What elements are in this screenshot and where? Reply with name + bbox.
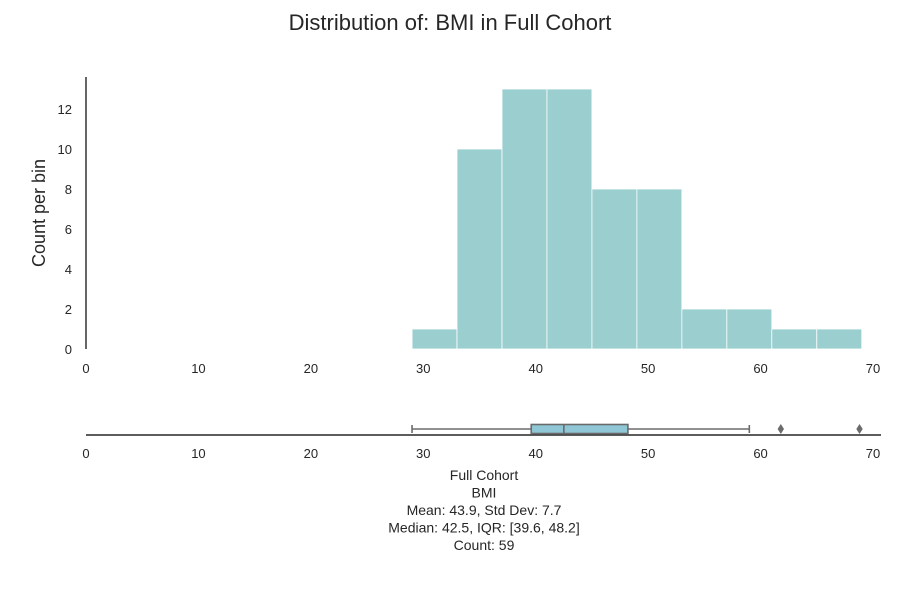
- histogram-bar: [591, 188, 638, 350]
- boxplot-outlier: [777, 424, 785, 434]
- histogram-bars: [411, 88, 863, 350]
- boxplot-box: [530, 423, 629, 435]
- x-tick-label: 20: [304, 446, 318, 461]
- x-tick-label: 10: [191, 361, 205, 376]
- summary-line: Full Cohort: [450, 467, 519, 483]
- histogram-bar: [771, 328, 818, 350]
- summary-line: BMI: [472, 485, 497, 501]
- boxplot: [411, 423, 863, 435]
- histogram-bar: [501, 88, 548, 350]
- x-tick-labels-histogram: 0 10 20 30 40 50 60 70: [82, 361, 880, 376]
- x-tick-label: 10: [191, 446, 205, 461]
- y-tick-label: 2: [65, 302, 72, 317]
- x-tick-label: 30: [416, 361, 430, 376]
- histogram-bar: [456, 148, 503, 350]
- boxplot-outlier: [856, 424, 863, 434]
- y-tick-label: 6: [65, 222, 72, 237]
- x-tick-label: 20: [304, 361, 318, 376]
- y-tick-label: 8: [65, 182, 72, 197]
- x-tick-label: 0: [82, 446, 89, 461]
- y-tick-label: 4: [65, 262, 72, 277]
- histogram-bar: [681, 308, 728, 350]
- x-tick-label: 0: [82, 361, 89, 376]
- y-axis-label: Count per bin: [29, 159, 49, 267]
- summary-line: Median: 42.5, IQR: [39.6, 48.2]: [388, 520, 579, 536]
- summary-line: Mean: 43.9, Std Dev: 7.7: [407, 502, 562, 518]
- histogram-bar: [411, 328, 458, 350]
- y-tick-label: 12: [58, 102, 72, 117]
- y-tick-label: 10: [58, 142, 72, 157]
- x-tick-label: 70: [866, 361, 880, 376]
- x-tick-label: 50: [641, 446, 655, 461]
- summary-line: Count: 59: [454, 537, 515, 553]
- histogram-bar: [726, 308, 773, 350]
- y-tick-labels: 0 2 4 6 8 10 12: [58, 102, 72, 357]
- histogram-bar: [816, 328, 863, 350]
- x-tick-label: 60: [753, 361, 767, 376]
- x-tick-label: 40: [528, 446, 542, 461]
- chart-title: Distribution of: BMI in Full Cohort: [289, 10, 612, 35]
- x-tick-label: 70: [866, 446, 880, 461]
- x-tick-labels-boxplot: 0 10 20 30 40 50 60 70: [82, 446, 880, 461]
- histogram-bar: [636, 188, 683, 350]
- x-tick-label: 50: [641, 361, 655, 376]
- x-tick-label: 30: [416, 446, 430, 461]
- histogram-bar: [546, 88, 593, 350]
- y-tick-label: 0: [65, 342, 72, 357]
- x-tick-label: 40: [528, 361, 542, 376]
- x-tick-label: 60: [753, 446, 767, 461]
